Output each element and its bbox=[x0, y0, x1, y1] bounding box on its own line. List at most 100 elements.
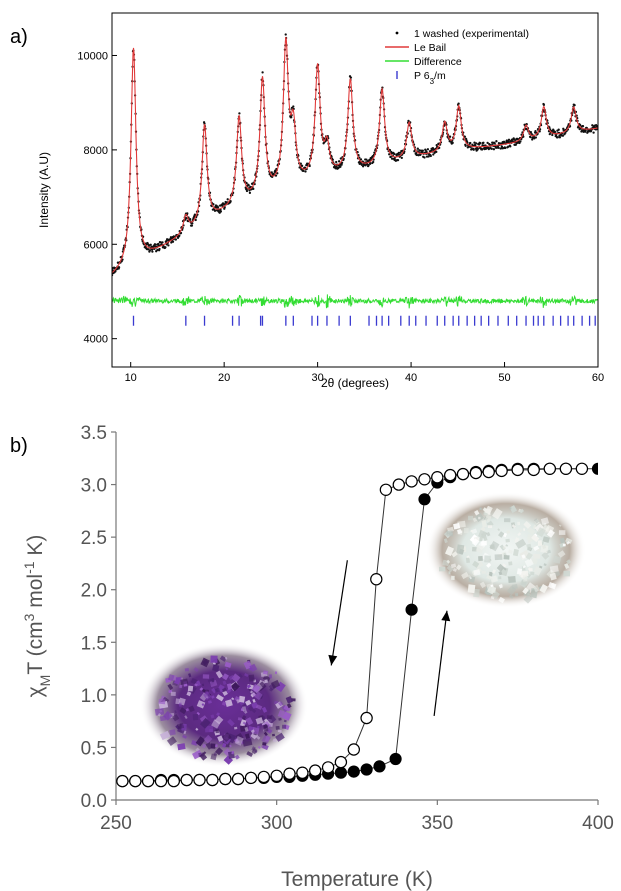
experimental-point bbox=[558, 136, 562, 139]
experimental-point bbox=[229, 200, 232, 203]
experimental-point bbox=[174, 238, 178, 241]
cooling-point bbox=[482, 465, 495, 479]
panel-b: b) 250 300 350 4000.00.51.01.52.02.53.03.5 … bbox=[10, 423, 614, 891]
cooling-point bbox=[193, 773, 206, 787]
heating-point bbox=[405, 603, 418, 616]
experimental-point bbox=[167, 244, 170, 247]
experimental-point bbox=[472, 148, 475, 151]
experimental-point bbox=[591, 124, 594, 127]
experimental-point bbox=[369, 162, 372, 165]
experimental-point bbox=[389, 155, 392, 158]
panel-a-y-axis-label: Intensity (A.U) bbox=[37, 152, 51, 228]
experimental-point bbox=[178, 234, 181, 237]
experimental-point bbox=[164, 246, 167, 249]
experimental-point bbox=[470, 148, 473, 151]
experimental-point bbox=[359, 158, 363, 161]
experimental-point bbox=[349, 76, 353, 79]
legend-label-space-group: P 63/m bbox=[414, 70, 446, 86]
experimental-point bbox=[247, 184, 250, 187]
experimental-point bbox=[432, 153, 435, 156]
experimental-point bbox=[339, 157, 342, 160]
cooling-point bbox=[511, 463, 524, 477]
experimental-point bbox=[116, 261, 120, 264]
experimental-point bbox=[216, 206, 220, 209]
cooling-point bbox=[444, 468, 457, 482]
cooling-point bbox=[154, 774, 168, 788]
experimental-point bbox=[507, 138, 511, 141]
y-tick-label: 8000 bbox=[84, 145, 108, 157]
experimental-point bbox=[463, 135, 467, 138]
experimental-point bbox=[457, 102, 460, 105]
experimental-point bbox=[158, 247, 161, 251]
experimental-point bbox=[248, 189, 251, 192]
experimental-point bbox=[292, 105, 295, 108]
experimental-point bbox=[334, 167, 337, 170]
experimental-point bbox=[486, 141, 489, 145]
experimental-point bbox=[147, 244, 151, 247]
cooling-point bbox=[469, 466, 483, 480]
experimental-point bbox=[340, 161, 344, 164]
experimental-point bbox=[415, 153, 419, 157]
panel-a-label: a) bbox=[10, 26, 28, 48]
legend-label-le-bail: Le Bail bbox=[414, 42, 446, 54]
experimental-point bbox=[482, 141, 485, 144]
experimental-point bbox=[300, 164, 304, 167]
cooling-point bbox=[231, 772, 245, 786]
experimental-point bbox=[512, 138, 516, 141]
x-tick-label: 50 bbox=[498, 372, 510, 384]
cooling-point bbox=[370, 573, 383, 586]
experimental-point bbox=[367, 164, 370, 167]
experimental-point bbox=[529, 130, 533, 134]
experimental-point bbox=[475, 142, 478, 145]
cooling-point bbox=[180, 773, 193, 787]
panel-a-ticks: 10 20 30 40 50 60 4000 6000 8000 10000 bbox=[77, 50, 604, 384]
experimental-point bbox=[589, 130, 593, 133]
experimental-point bbox=[185, 217, 188, 220]
y-tick-label: 6000 bbox=[84, 239, 108, 251]
cooling-point bbox=[347, 743, 360, 756]
x-tick-label: 40 bbox=[405, 372, 417, 384]
experimental-point bbox=[261, 71, 264, 74]
experimental-point bbox=[573, 103, 576, 107]
cooling-point bbox=[129, 774, 142, 788]
x-tick-label: 300 bbox=[261, 813, 293, 834]
experimental-point bbox=[161, 241, 164, 244]
experimental-point bbox=[561, 134, 565, 137]
experimental-point bbox=[581, 124, 585, 128]
experimental-point bbox=[492, 148, 496, 151]
cooling-point bbox=[116, 774, 129, 788]
experimental-point bbox=[339, 165, 342, 168]
experimental-point bbox=[193, 213, 197, 216]
x-tick-label: 350 bbox=[421, 813, 453, 834]
experimental-point bbox=[149, 243, 152, 246]
experimental-point bbox=[548, 132, 551, 136]
x-tick-label: 60 bbox=[592, 372, 604, 384]
panel-a-x-axis-label: 2θ (degrees) bbox=[321, 376, 389, 390]
experimental-point bbox=[190, 224, 194, 227]
cooling-point bbox=[495, 464, 508, 478]
y-tick-label: 1.0 bbox=[81, 686, 107, 707]
y-tick-label: 1.5 bbox=[81, 633, 107, 654]
cooling-point bbox=[360, 711, 373, 725]
y-tick-label: 10000 bbox=[77, 50, 108, 62]
experimental-point bbox=[399, 151, 402, 154]
heating-point bbox=[334, 766, 347, 779]
experimental-point bbox=[493, 142, 496, 145]
cooling-point bbox=[543, 462, 557, 475]
cooling-point bbox=[244, 771, 258, 785]
white-crystals-texture bbox=[439, 505, 573, 604]
experimental-point bbox=[390, 157, 394, 160]
experimental-point bbox=[592, 131, 595, 134]
x-tick-label: 10 bbox=[125, 372, 137, 384]
experimental-point bbox=[480, 148, 484, 151]
experimental-point bbox=[147, 248, 150, 251]
y-tick-label: 2.5 bbox=[81, 528, 107, 549]
cooling-point bbox=[431, 471, 444, 484]
experimental-point bbox=[495, 140, 498, 143]
cooling-point bbox=[283, 767, 296, 780]
legend-marker-experimental bbox=[395, 31, 399, 35]
cooling-point bbox=[219, 772, 232, 786]
le-bail-fit-curve bbox=[112, 36, 598, 274]
experimental-point bbox=[451, 141, 454, 145]
